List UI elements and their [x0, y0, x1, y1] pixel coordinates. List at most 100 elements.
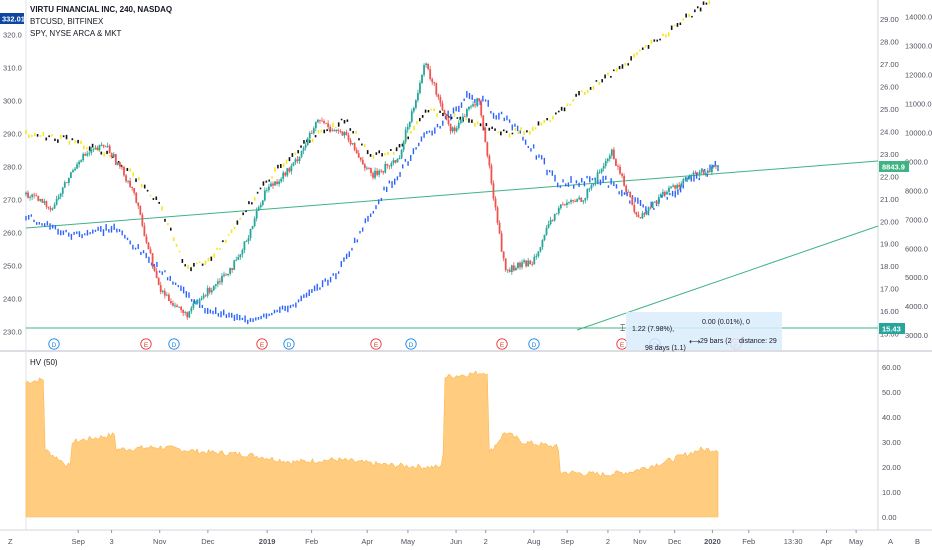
virtu-candle-body [655, 201, 658, 204]
virtu-candle-body [245, 241, 248, 242]
virtu-candle-body [382, 171, 385, 173]
virtu-candle-body [94, 147, 97, 150]
virtu-candle-body [294, 159, 297, 163]
virtu-candle-body [406, 126, 409, 130]
x-tick-label: 3 [109, 537, 113, 546]
virtu-candle-body [74, 168, 76, 171]
dividend-marker[interactable]: D [283, 338, 295, 350]
btc-axis-label: 14000.0 [905, 13, 932, 22]
trendline-upper[interactable] [25, 160, 879, 229]
virtu-candle-body [194, 302, 197, 304]
virtu-candle-body [96, 147, 99, 150]
virtu-candle-body [133, 188, 136, 193]
earnings-marker[interactable]: E [370, 338, 382, 350]
virtu-candle-body [666, 191, 668, 195]
svg-text:332.01: 332.01 [2, 15, 25, 24]
virtu-candle-body [394, 160, 397, 163]
legend-overlay-spy[interactable]: SPY, NYSE ARCA & MKT [30, 29, 122, 38]
dividend-marker[interactable]: D [528, 338, 540, 350]
virtu-candle-body [243, 241, 246, 250]
virtu-candle-body [333, 130, 336, 132]
virtu-candle-body [433, 82, 436, 84]
axes[interactable]: Sep 3 Nov Dec 2019 Feb Apr May Jun 2 Aug Sep 2 Nov Dec… [3, 13, 932, 546]
earnings-marker[interactable]: E [140, 338, 152, 350]
virtu-candle-body [600, 168, 603, 173]
virtu-candle-body [116, 162, 119, 165]
virtu-candle-body [653, 201, 656, 203]
virtu-candle-body [255, 210, 258, 219]
virtu-candle-body [429, 69, 432, 80]
virtu-candle-body [98, 144, 101, 150]
virtu-candle-body [621, 173, 623, 176]
virtu-candle-body [59, 193, 62, 197]
spy-axis-label: 290.0 [3, 129, 22, 138]
legend-main[interactable]: VIRTU FINANCIAL INC, 240, NASDAQ [30, 5, 172, 14]
earnings-marker[interactable]: E [496, 338, 508, 350]
virtu-axis-label: 20.00 [880, 217, 899, 226]
earnings-marker[interactable]: E [256, 338, 268, 350]
virtu-candle-body [476, 98, 479, 106]
earnings-marker[interactable]: E [616, 338, 628, 350]
virtu-candle-body [357, 153, 360, 158]
virtu-candle-body [43, 201, 46, 203]
virtu-candle-body [214, 283, 217, 286]
virtu-candle-body [706, 170, 709, 173]
virtu-axis-label: 18.00 [880, 262, 899, 271]
virtu-candle-body [363, 164, 366, 169]
virtu-candle-body [588, 188, 591, 190]
virtu-candle-body [61, 187, 64, 194]
virtu-candle-body [184, 312, 187, 314]
dividend-marker[interactable]: D [168, 338, 180, 350]
virtu-candle-body [431, 79, 434, 83]
virtu-candle-body [118, 162, 121, 167]
toggle-b[interactable]: B [915, 537, 920, 546]
virtu-candle-body [480, 101, 483, 116]
virtu-candle-body [586, 188, 589, 198]
marker-circle [370, 338, 382, 350]
virtu-axis-label: 25.00 [880, 105, 899, 114]
spy-price-badge: 332.01 [0, 13, 25, 24]
virtu-candle-body [157, 278, 160, 286]
virtu-candle-body [547, 224, 550, 228]
virtu-candle-body [84, 154, 87, 156]
legend-indicator-hv[interactable]: HV (50) [30, 358, 58, 367]
virtu-candle-body [492, 183, 495, 199]
toggle-a[interactable]: A [888, 537, 893, 546]
virtu-candle-body [490, 165, 493, 184]
spy-axis-label: 230.0 [3, 327, 22, 336]
hv-axis-label: 40.00 [882, 413, 901, 422]
hv-axis-label: 20.00 [882, 463, 901, 472]
legend-overlay-btc[interactable]: BTCUSD, BITFINEX [30, 17, 104, 26]
virtu-candle-body [261, 200, 264, 205]
dividend-marker[interactable]: D [405, 338, 417, 350]
legend[interactable]: VIRTU FINANCIAL INC, 240, NASDAQ BTCUSD,… [30, 5, 172, 367]
dividend-marker[interactable]: D [48, 338, 60, 350]
virtu-candle-body [221, 275, 223, 283]
x-tick-label: Jun [450, 537, 462, 546]
virtu-candle-body [717, 165, 719, 167]
virtu-candle-body [123, 166, 125, 176]
marker-letter: D [409, 342, 414, 349]
main-pane[interactable] [26, 0, 878, 350]
virtu-candle-body [90, 149, 93, 153]
measure-box[interactable] [626, 312, 782, 350]
virtu-candle-body [361, 159, 364, 165]
virtu-candle-body [163, 290, 166, 296]
virtu-candle-body [104, 146, 107, 148]
virtu-candle-body [190, 307, 193, 312]
virtu-candle-body [686, 178, 689, 180]
virtu-candle-body [202, 295, 205, 299]
virtu-candle-body [519, 262, 521, 268]
virtu-candle-body [472, 104, 474, 107]
measure-tool[interactable]: 1.22 (7.98%), 29 bars (2 distance: 29 0.… [620, 312, 782, 352]
measure-volume: 98 days (1.1) [645, 345, 686, 352]
marker-circle [405, 338, 417, 350]
virtu-candle-body [404, 129, 407, 142]
toggle-z[interactable]: Z [8, 537, 13, 546]
virtu-candle-body [500, 233, 503, 252]
virtu-candle-body [551, 220, 554, 221]
x-tick-label: 13:30 [784, 537, 803, 546]
x-tick-label: Sep [72, 537, 85, 546]
btc-axis-label: 5000.0 [905, 273, 928, 282]
